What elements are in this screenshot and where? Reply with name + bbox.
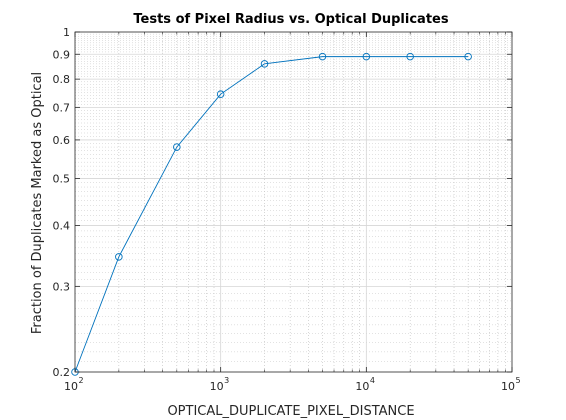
x-tick-label-base: 10 <box>64 380 78 393</box>
minor-grid <box>75 32 512 372</box>
data-point <box>362 52 371 61</box>
x-tick-labels: 10 2 10 3 10 4 10 5 <box>64 376 521 393</box>
chart-title: Tests of Pixel Radius vs. Optical Duplic… <box>133 12 448 27</box>
x-tick-label: 10 2 <box>64 376 84 393</box>
x-tick-label-base: 10 <box>501 380 515 393</box>
y-tick-label: 0.2 <box>53 366 71 379</box>
y-tick-label: 0.5 <box>53 172 71 185</box>
y-axis-label: Fraction of Duplicates Marked as Optical <box>30 72 45 334</box>
data-point <box>173 143 181 151</box>
x-tick-label: 10 5 <box>501 376 521 393</box>
x-tick-label: 10 3 <box>210 376 230 393</box>
y-tick-label: 0.3 <box>53 280 71 293</box>
y-tick-label: 0.6 <box>53 134 71 147</box>
data-point <box>464 52 472 61</box>
x-tick-label: 10 4 <box>355 376 375 393</box>
y-tick-labels: 0.2 0.3 0.4 0.5 0.6 0.7 0.8 0.9 1 <box>53 26 71 379</box>
x-tick-label-base: 10 <box>210 380 224 393</box>
x-tick-label-exponent: 2 <box>79 376 84 385</box>
data-point <box>406 52 414 61</box>
data-point <box>260 60 269 68</box>
x-tick-label-base: 10 <box>355 380 369 393</box>
x-tick-label-exponent: 4 <box>370 376 375 385</box>
y-tick-label: 0.8 <box>53 73 71 86</box>
y-tick-label: 0.9 <box>53 48 71 61</box>
series-line <box>74 56 469 373</box>
y-tick-label: 0.4 <box>53 220 71 233</box>
y-tick-label: 0.7 <box>53 101 71 114</box>
data-point <box>318 52 327 61</box>
plot-frame <box>74 31 513 373</box>
x-axis-label: OPTICAL_DUPLICATE_PIXEL_DISTANCE <box>167 404 414 419</box>
x-tick-label-exponent: 5 <box>516 376 521 385</box>
x-tick-label-exponent: 3 <box>224 376 229 385</box>
data-point <box>115 253 123 261</box>
y-tick-label: 1 <box>63 26 70 39</box>
data-point <box>216 90 225 98</box>
major-grid <box>75 32 512 372</box>
